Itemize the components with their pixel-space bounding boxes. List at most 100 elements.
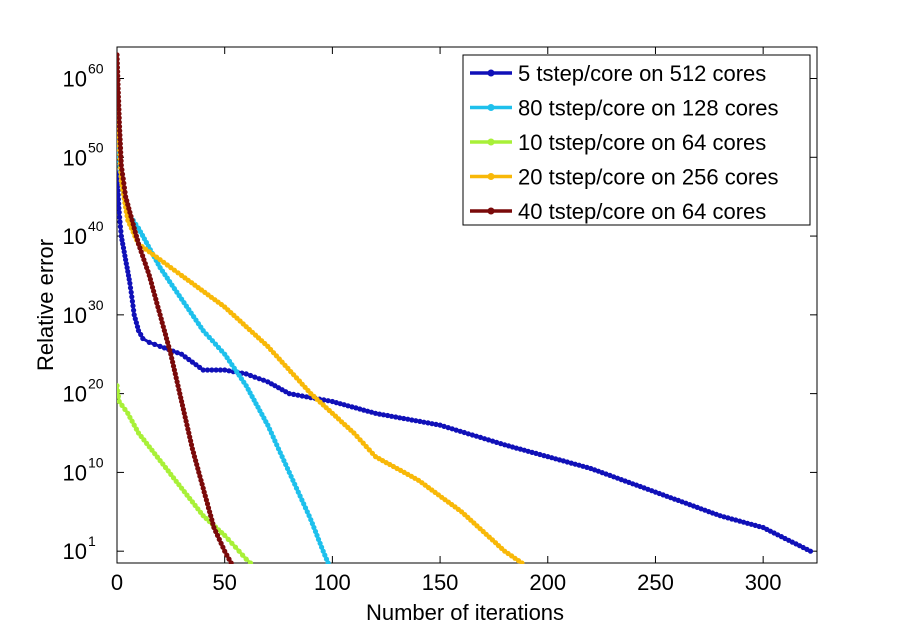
- series-point: [117, 102, 122, 108]
- series-point: [401, 415, 407, 422]
- series-point: [146, 339, 152, 345]
- series-point: [525, 448, 531, 454]
- series-point: [125, 217, 131, 223]
- series-point: [128, 289, 134, 295]
- series-point: [189, 359, 195, 365]
- series-point: [135, 328, 142, 334]
- series-point: [337, 401, 343, 407]
- series-point: [160, 461, 166, 467]
- y-tick-base: 10: [63, 539, 87, 564]
- series-point: [135, 430, 142, 436]
- y-tick-exponent: 40: [88, 218, 104, 234]
- series-point: [141, 437, 147, 443]
- series-point: [117, 73, 121, 79]
- series-point: [209, 517, 215, 523]
- series-point: [281, 458, 287, 464]
- series-point: [117, 145, 124, 151]
- series-point: [506, 443, 512, 449]
- series-point: [302, 505, 309, 511]
- x-tick-label: 150: [422, 570, 459, 595]
- x-tick-label: 50: [212, 570, 236, 595]
- series-point: [143, 246, 149, 252]
- series-point: [161, 328, 167, 334]
- series-point: [200, 328, 206, 334]
- series-point: [393, 414, 399, 420]
- x-tick-label: 100: [314, 570, 351, 595]
- series-point: [509, 444, 516, 450]
- series-point: [124, 265, 130, 271]
- series-point: [189, 499, 195, 505]
- series-point: [185, 426, 191, 432]
- series-point: [366, 447, 372, 453]
- series-point: [173, 375, 179, 381]
- series-point: [158, 316, 164, 322]
- series-point: [385, 412, 391, 419]
- series-point: [176, 482, 182, 488]
- series-point: [308, 517, 314, 523]
- series-group: [117, 170, 814, 554]
- series-point: [319, 544, 325, 550]
- series-point: [317, 540, 323, 546]
- series-point: [188, 438, 194, 444]
- series-point: [118, 228, 124, 234]
- series-point: [117, 219, 123, 225]
- series-point: [157, 343, 163, 349]
- series-point: [425, 420, 431, 426]
- series-point: [222, 367, 228, 373]
- series-point: [161, 259, 167, 265]
- series-point: [176, 387, 182, 393]
- legend-label: 20 tstep/core on 256 cores: [518, 165, 779, 190]
- series-point: [119, 237, 125, 243]
- y-axis-label: Relative error: [33, 239, 58, 371]
- series-point: [186, 430, 192, 436]
- series-point: [117, 393, 121, 399]
- series-point: [295, 392, 301, 398]
- series-point: [229, 540, 235, 546]
- series-point: [167, 347, 173, 353]
- series-point: [179, 402, 186, 408]
- series-point: [218, 540, 224, 546]
- series-point: [168, 351, 174, 357]
- series-point: [159, 320, 165, 326]
- series-point: [117, 398, 122, 405]
- series-point: [215, 344, 222, 351]
- series-point: [490, 438, 496, 444]
- series-point: [737, 518, 743, 524]
- series-point: [117, 98, 122, 104]
- series-point: [521, 447, 527, 453]
- legend-marker: [487, 173, 495, 180]
- series-point: [117, 224, 123, 230]
- series-point: [134, 237, 141, 243]
- series-point: [181, 410, 187, 416]
- series-point: [748, 521, 755, 527]
- series-point: [449, 426, 455, 432]
- series-point: [445, 425, 451, 431]
- series-point: [725, 515, 731, 521]
- series-point: [752, 522, 758, 529]
- y-tick-label: 10: [63, 382, 87, 407]
- x-tick-label: 250: [637, 570, 674, 595]
- legend-marker: [487, 138, 495, 146]
- series-point: [204, 501, 211, 507]
- legend-entry: 80 tstep/core on 128 cores: [470, 96, 779, 121]
- series-point: [361, 407, 367, 413]
- series-point: [182, 414, 188, 420]
- y-tick-exponent: 60: [88, 61, 104, 77]
- series-point: [212, 341, 219, 347]
- series-point: [121, 185, 127, 191]
- legend-box: [462, 54, 811, 226]
- series-point: [351, 430, 357, 436]
- x-axis-label: Number of iterations: [366, 600, 564, 625]
- series-point: [146, 249, 152, 255]
- series-point: [117, 106, 122, 113]
- series-point: [156, 308, 162, 314]
- series-point: [584, 464, 590, 470]
- legend-entry: 40 tstep/core on 64 cores: [470, 199, 766, 224]
- series-point: [469, 432, 475, 438]
- series-point: [124, 213, 130, 219]
- y-tick-exponent: 50: [88, 139, 104, 155]
- series-point: [465, 431, 471, 437]
- series-point: [119, 402, 125, 408]
- y-tick-exponent: 30: [88, 297, 104, 313]
- series-point: [441, 423, 447, 429]
